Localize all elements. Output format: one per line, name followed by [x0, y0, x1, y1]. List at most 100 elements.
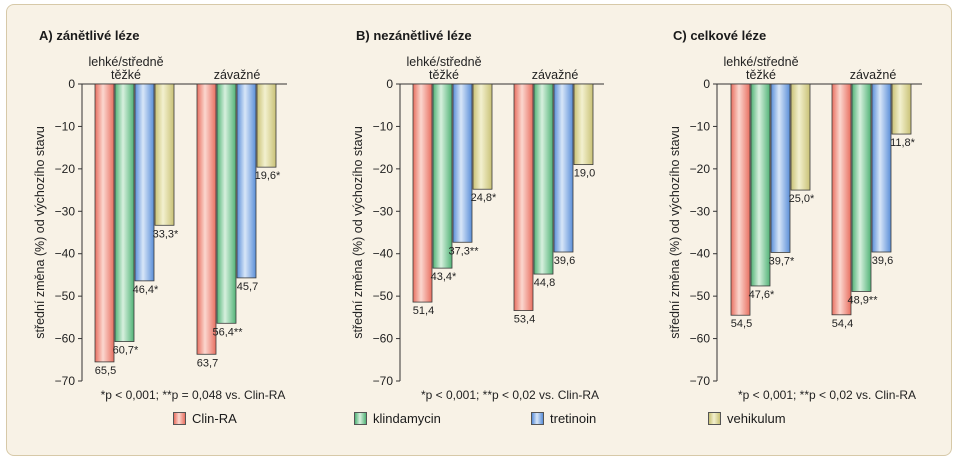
- y-tick-label: 0: [68, 77, 75, 91]
- y-tick-label: −20: [373, 162, 394, 176]
- data-label: 54,5: [731, 318, 752, 330]
- bar: [196, 83, 217, 355]
- bar: [94, 83, 115, 363]
- y-tick-label: −50: [690, 289, 711, 303]
- y-axis-label: střední změna (%) od výchozího stavu: [668, 126, 682, 339]
- legend-swatch-clin-ra: [173, 412, 186, 425]
- bar: [790, 83, 811, 191]
- y-axis-label: střední změna (%) od výchozího stavu: [33, 126, 47, 339]
- bar: [114, 83, 135, 342]
- data-label: 25,0*: [789, 193, 815, 205]
- data-label: 39,6: [872, 255, 893, 267]
- data-label: 65,5: [95, 365, 116, 377]
- group-label: závažné: [214, 68, 261, 82]
- y-tick-label: −30: [690, 204, 711, 218]
- panel-c-title: C) celkové léze: [673, 28, 767, 43]
- bar: [256, 83, 277, 168]
- bar: [533, 83, 554, 275]
- bar: [134, 83, 155, 282]
- bar: [851, 83, 872, 292]
- legend-swatch-tretinoin: [531, 412, 544, 425]
- bar: [472, 83, 493, 190]
- panel-b-title: B) nezánětlivé léze: [356, 28, 472, 43]
- bar: [891, 83, 912, 135]
- y-tick-label: −10: [690, 119, 711, 133]
- bar: [573, 83, 594, 166]
- bar: [831, 83, 852, 316]
- bar: [236, 83, 257, 279]
- y-tick-label: −30: [373, 204, 394, 218]
- legend-item-clin-ra: Clin-RA: [173, 411, 237, 426]
- data-label: 51,4: [413, 305, 434, 317]
- legend-swatch-vehikulum: [708, 412, 721, 425]
- legend-item-vehikulum: vehikulum: [708, 411, 786, 426]
- bar: [750, 83, 771, 287]
- footnote: *p < 0,001; **p < 0,02 vs. Clin-RA: [738, 388, 916, 402]
- data-label: 63,7: [197, 357, 218, 369]
- group-label: závažné: [850, 68, 897, 82]
- group-label: těžké: [111, 68, 141, 82]
- bar: [871, 83, 892, 253]
- bar: [730, 83, 751, 316]
- data-label: 48,9**: [848, 294, 879, 306]
- data-label: 24,8*: [471, 192, 497, 204]
- y-tick-label: −70: [690, 374, 711, 388]
- data-label: 39,6: [554, 255, 575, 267]
- data-label: 37,3**: [449, 245, 480, 257]
- y-tick-label: −40: [690, 247, 711, 261]
- panel-a-title: A) zánětlivé léze: [39, 28, 140, 43]
- data-label: 56,4**: [213, 326, 244, 338]
- data-label: 46,4*: [133, 284, 159, 296]
- group-label: závažné: [532, 68, 579, 82]
- data-label: 44,8: [534, 277, 555, 289]
- y-tick-label: −50: [373, 289, 394, 303]
- data-label: 47,6*: [749, 289, 775, 301]
- group-label: lehké/středně: [88, 55, 163, 69]
- bar: [553, 83, 574, 253]
- y-tick-label: −20: [690, 162, 711, 176]
- legend-item-tretinoin: tretinoin: [531, 411, 596, 426]
- data-label: 53,4: [514, 314, 535, 326]
- figure-frame: [6, 4, 952, 456]
- y-tick-label: −60: [690, 332, 711, 346]
- data-label: 45,7: [237, 281, 258, 293]
- bar: [216, 83, 237, 324]
- y-tick-label: −60: [373, 332, 394, 346]
- panel-a: 0 −10 −20 −30 −40 −50 −60 −70 střední změna (%) …: [33, 55, 287, 402]
- bar: [513, 83, 534, 311]
- footnote: *p < 0,001; **p = 0,048 vs. Clin-RA: [101, 388, 286, 402]
- bar: [452, 83, 473, 243]
- legend-label-clin-ra: Clin-RA: [192, 411, 237, 426]
- legend-label-tretinoin: tretinoin: [550, 411, 597, 426]
- group-label: lehké/středně: [406, 55, 481, 69]
- y-tick-label: −50: [55, 289, 76, 303]
- y-tick-label: −60: [55, 332, 76, 346]
- footnote: *p < 0,001; **p < 0,02 vs. Clin-RA: [421, 388, 599, 402]
- bar: [770, 83, 791, 253]
- legend-label-klindamycin: klindamycin: [373, 411, 441, 426]
- bar: [412, 83, 433, 303]
- y-tick-label: 0: [703, 77, 710, 91]
- group-label: těžké: [746, 68, 776, 82]
- y-tick-label: −10: [55, 119, 76, 133]
- group-label: lehké/středně: [723, 55, 798, 69]
- data-label: 60,7*: [113, 345, 139, 357]
- data-label: 54,4: [832, 318, 853, 330]
- y-tick-label: −70: [55, 374, 76, 388]
- y-tick-label: 0: [386, 77, 393, 91]
- panel-b: 0 −10 −20 −30 −40 −50 −60 −70 střední změna (%) …: [351, 55, 604, 402]
- y-tick-label: −40: [373, 247, 394, 261]
- data-label: 19,6*: [255, 170, 281, 182]
- data-label: 39,7*: [769, 255, 795, 267]
- panel-c: 0 −10 −20 −30 −40 −50 −60 −70 střední změna (%) …: [668, 55, 922, 402]
- y-tick-label: −30: [55, 204, 76, 218]
- data-label: 11,8*: [890, 137, 916, 149]
- legend-item-klindamycin: klindamycin: [354, 411, 441, 426]
- bar: [154, 83, 175, 226]
- data-label: 33,3*: [153, 228, 179, 240]
- bar: [432, 83, 453, 269]
- y-tick-label: −20: [55, 162, 76, 176]
- data-label: 43,4*: [431, 271, 457, 283]
- legend-label-vehikulum: vehikulum: [727, 411, 786, 426]
